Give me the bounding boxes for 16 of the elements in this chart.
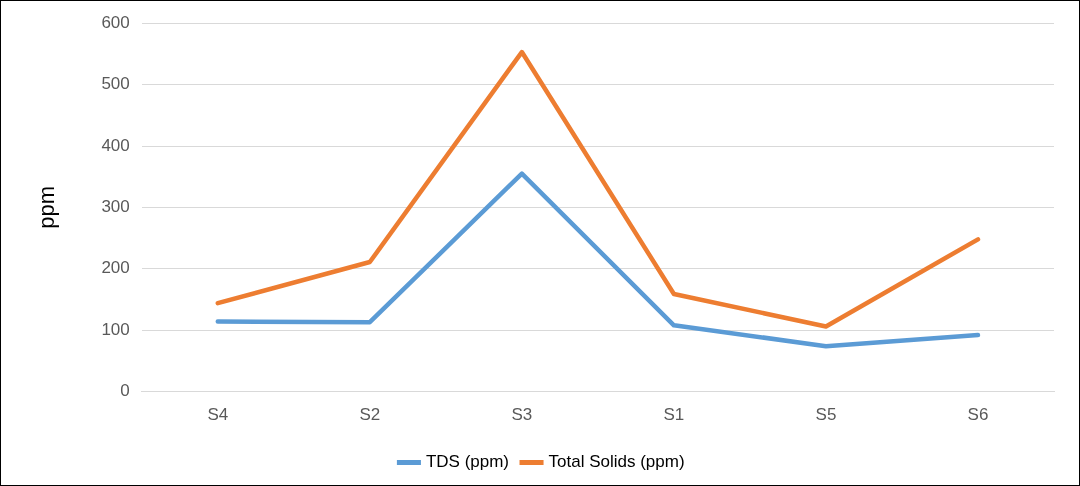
x-tick-label: S1: [663, 405, 685, 425]
x-tick-label: S3: [511, 405, 533, 425]
y-tick-label: 400: [101, 135, 130, 155]
y-tick-label: 600: [101, 12, 130, 32]
y-tick-label: 100: [101, 319, 130, 339]
y-tick-label: 0: [120, 381, 130, 401]
y-tick-label: 300: [101, 197, 130, 217]
x-tick-label: S2: [359, 405, 381, 425]
x-tick-label: S4: [207, 405, 229, 425]
legend-label: TDS (ppm): [425, 452, 510, 472]
y-tick-label: 200: [101, 258, 130, 278]
legend-label: Total Solids (ppm): [548, 452, 685, 472]
y-axis-title: ppm: [34, 186, 60, 229]
x-tick-label: S6: [967, 405, 989, 425]
x-tick-label: S5: [815, 405, 837, 425]
y-tick-label: 500: [101, 74, 130, 94]
